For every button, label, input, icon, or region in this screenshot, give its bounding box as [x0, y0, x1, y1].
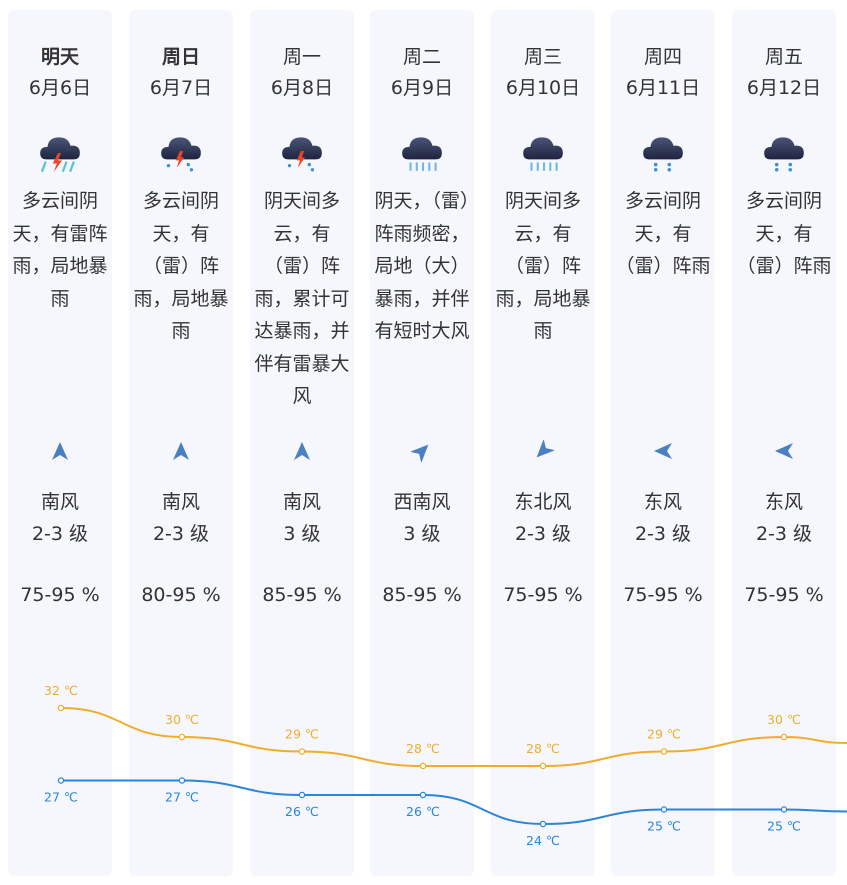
humidity: 85-95 %: [382, 584, 462, 606]
thunderstorm-icon: [8, 128, 112, 180]
wind-direction-icon: [491, 440, 595, 464]
day-column[interactable]: 明天 6月6日 多云间阴天，有雷阵雨，局地暴雨 南风 2-3 级 75-95 %: [8, 10, 112, 876]
day-label: 周一: [282, 46, 321, 68]
humidity: 75-95 %: [503, 584, 583, 606]
wind-direction: 东风: [764, 491, 803, 513]
wind-level: 3 级: [283, 523, 321, 545]
humidity: 75-95 %: [744, 584, 824, 606]
wind-level: 2-3 级: [152, 523, 210, 545]
weather-description: 多云间阴天，有雷阵雨，局地暴雨: [12, 190, 108, 310]
shower-icon: [732, 128, 836, 180]
day-label: 周二: [402, 46, 441, 68]
day-column[interactable]: 周一 6月8日 阴天间多云，有（雷）阵雨，累计可达暴雨，并伴有雷暴大风 南风 3…: [250, 10, 354, 876]
heavy-rain-icon: [370, 128, 474, 180]
date-label: 6月12日: [746, 77, 822, 99]
wind-direction: 东北风: [514, 491, 572, 513]
thunder-shower-icon: [129, 128, 233, 180]
date-label: 6月10日: [505, 77, 581, 99]
wind-direction-icon: [129, 440, 233, 464]
date-label: 6月7日: [149, 77, 213, 99]
day-column[interactable]: 周四 6月11日 多云间阴天，有（雷）阵雨 东风 2-3 级 75-95 %: [611, 10, 715, 876]
wind-level: 2-3 级: [634, 523, 692, 545]
thunder-shower-icon: [250, 128, 354, 180]
weather-description: 阴天，（雷）阵雨频密，局地（大）暴雨，并伴有短时大风: [374, 190, 470, 342]
day-label: 周五: [764, 46, 803, 68]
wind-direction-icon: [8, 440, 112, 464]
wind-direction: 南风: [40, 491, 79, 513]
wind-direction: 南风: [161, 491, 200, 513]
wind-direction-icon: [370, 440, 474, 464]
humidity: 75-95 %: [20, 584, 100, 606]
heavy-rain-icon: [491, 128, 595, 180]
wind-level: 2-3 级: [755, 523, 813, 545]
day-column[interactable]: 周五 6月12日 多云间阴天，有（雷）阵雨 东风 2-3 级 75-95 %: [732, 10, 836, 876]
date-label: 6月11日: [625, 77, 701, 99]
weather-description: 多云间阴天，有（雷）阵雨: [736, 190, 832, 277]
day-label: 明天: [40, 46, 79, 68]
day-label: 周日: [161, 46, 200, 68]
wind-direction: 东风: [643, 491, 682, 513]
wind-level: 3 级: [403, 523, 441, 545]
day-column[interactable]: 周二 6月9日 阴天，（雷）阵雨频密，局地（大）暴雨，并伴有短时大风 西南风 3…: [370, 10, 474, 876]
shower-icon: [611, 128, 715, 180]
weather-description: 多云间阴天，有（雷）阵雨: [615, 190, 711, 277]
wind-direction-icon: [250, 440, 354, 464]
humidity: 75-95 %: [623, 584, 703, 606]
wind-level: 2-3 级: [31, 523, 89, 545]
day-label: 周三: [523, 46, 562, 68]
humidity: 80-95 %: [141, 584, 221, 606]
weather-description: 阴天间多云，有（雷）阵雨，累计可达暴雨，并伴有雷暴大风: [254, 190, 350, 407]
date-label: 6月6日: [28, 77, 92, 99]
humidity: 85-95 %: [262, 584, 342, 606]
wind-direction-icon: [732, 440, 836, 464]
date-label: 6月8日: [270, 77, 334, 99]
day-column[interactable]: 周三 6月10日 阴天间多云，有（雷）阵雨，局地暴雨 东北风 2-3 级 75-…: [491, 10, 595, 876]
weather-description: 多云间阴天，有（雷）阵雨，局地暴雨: [133, 190, 229, 342]
day-column[interactable]: 周日 6月7日 多云间阴天，有（雷）阵雨，局地暴雨 南风 2-3 级 80-95…: [129, 10, 233, 876]
weather-description: 阴天间多云，有（雷）阵雨，局地暴雨: [495, 190, 591, 342]
day-label: 周四: [643, 46, 682, 68]
date-label: 6月9日: [390, 77, 454, 99]
wind-direction-icon: [611, 440, 715, 464]
wind-direction: 南风: [282, 491, 321, 513]
wind-level: 2-3 级: [514, 523, 572, 545]
wind-direction: 西南风: [393, 491, 451, 513]
